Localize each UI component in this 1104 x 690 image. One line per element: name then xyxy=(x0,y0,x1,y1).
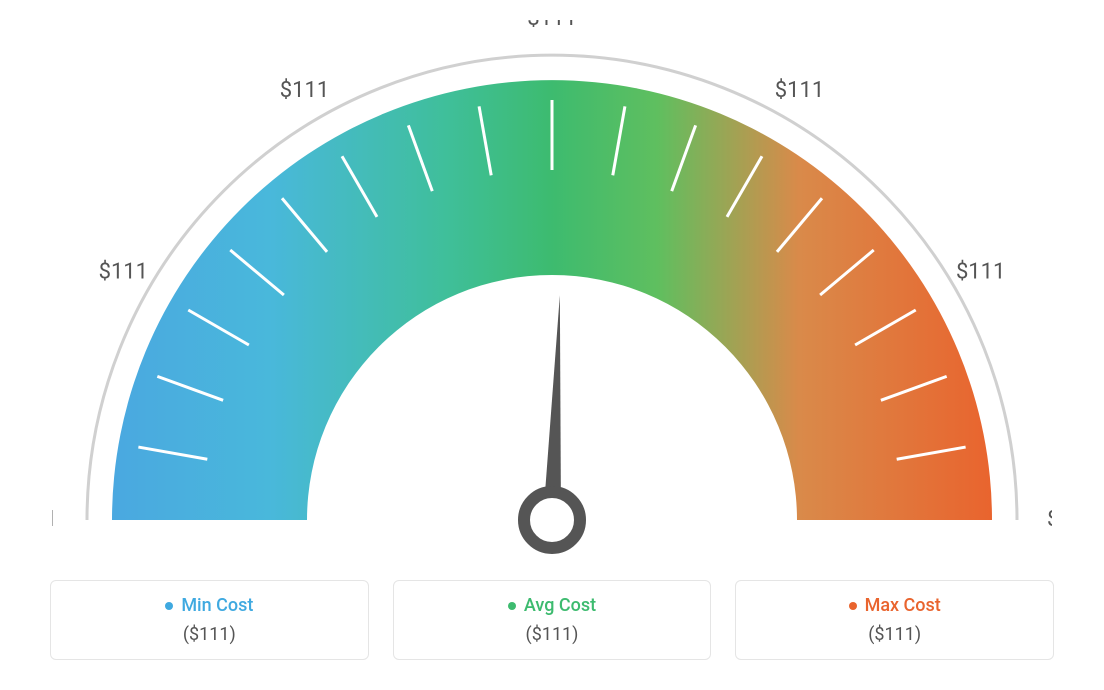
gauge-scale-label: $111 xyxy=(280,78,329,103)
legend-value-min: ($111) xyxy=(71,624,348,645)
gauge-scale-label: $111 xyxy=(527,20,576,31)
legend-text-min: Min Cost xyxy=(181,595,253,616)
legend-label-max: Max Cost xyxy=(849,595,941,616)
legend-text-max: Max Cost xyxy=(865,595,941,616)
legend-box-min: Min Cost ($111) xyxy=(50,580,369,661)
legend-value-max: ($111) xyxy=(756,624,1033,645)
gauge-chart-container: { "gauge": { "type": "gauge", "scale_lab… xyxy=(0,0,1104,690)
gauge-scale-label: $111 xyxy=(775,78,824,103)
legend-label-avg: Avg Cost xyxy=(508,595,596,616)
legend-text-avg: Avg Cost xyxy=(524,595,596,616)
dot-icon-max xyxy=(849,602,857,610)
legend-box-max: Max Cost ($111) xyxy=(735,580,1054,661)
gauge-scale-label: $111 xyxy=(956,259,1005,284)
legend-row: Min Cost ($111) Avg Cost ($111) Max Cost… xyxy=(50,580,1054,661)
dot-icon-min xyxy=(165,602,173,610)
dot-icon-avg xyxy=(508,602,516,610)
legend-box-avg: Avg Cost ($111) xyxy=(393,580,712,661)
legend-label-min: Min Cost xyxy=(165,595,253,616)
gauge-svg: $111 $111 $111 $111 $111 $111 $111 xyxy=(52,20,1052,560)
gauge-scale-label: $111 xyxy=(52,507,57,532)
gauge-hub xyxy=(524,492,580,548)
legend-value-avg: ($111) xyxy=(414,624,691,645)
gauge-scale-label: $111 xyxy=(1047,507,1052,532)
gauge-area: $111 $111 $111 $111 $111 $111 $111 xyxy=(52,20,1052,560)
gauge-scale-label: $111 xyxy=(99,259,148,284)
